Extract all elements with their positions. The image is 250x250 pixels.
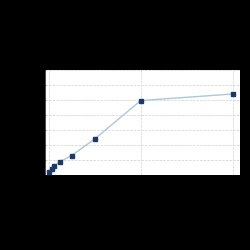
X-axis label: Human Ferritin family homolog 1
Concentration (pg/ml): Human Ferritin family homolog 1 Concentr…	[90, 187, 194, 198]
Y-axis label: OD: OD	[23, 118, 28, 128]
